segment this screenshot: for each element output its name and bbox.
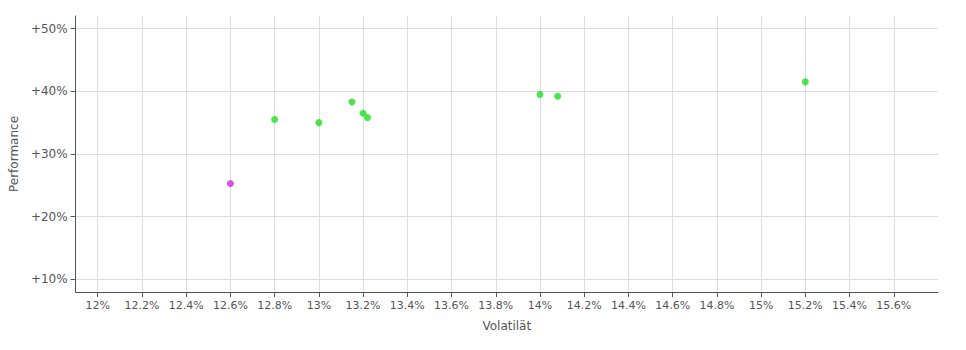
svg-text:+50%: +50% [31, 22, 68, 36]
svg-text:15.2%: 15.2% [788, 299, 823, 312]
svg-text:Performance: Performance [7, 116, 21, 192]
svg-text:14.4%: 14.4% [611, 299, 646, 312]
svg-text:15%: 15% [749, 299, 773, 312]
svg-text:+20%: +20% [31, 210, 68, 224]
svg-text:12.4%: 12.4% [169, 299, 204, 312]
svg-text:14.2%: 14.2% [567, 299, 602, 312]
svg-text:Volatilät: Volatilät [482, 319, 531, 333]
svg-text:+30%: +30% [31, 147, 68, 161]
svg-text:12.8%: 12.8% [257, 299, 292, 312]
svg-text:+40%: +40% [31, 84, 68, 98]
svg-text:14%: 14% [528, 299, 552, 312]
svg-text:13%: 13% [307, 299, 331, 312]
svg-text:12.2%: 12.2% [124, 299, 159, 312]
svg-text:14.8%: 14.8% [699, 299, 734, 312]
svg-text:15.4%: 15.4% [832, 299, 867, 312]
svg-text:15.6%: 15.6% [876, 299, 911, 312]
svg-text:13.8%: 13.8% [478, 299, 513, 312]
svg-text:+10%: +10% [31, 272, 68, 286]
svg-text:14.6%: 14.6% [655, 299, 690, 312]
svg-text:12.6%: 12.6% [213, 299, 248, 312]
svg-text:12%: 12% [86, 299, 110, 312]
svg-text:13.2%: 13.2% [346, 299, 381, 312]
svg-text:13.6%: 13.6% [434, 299, 469, 312]
svg-text:13.4%: 13.4% [390, 299, 425, 312]
